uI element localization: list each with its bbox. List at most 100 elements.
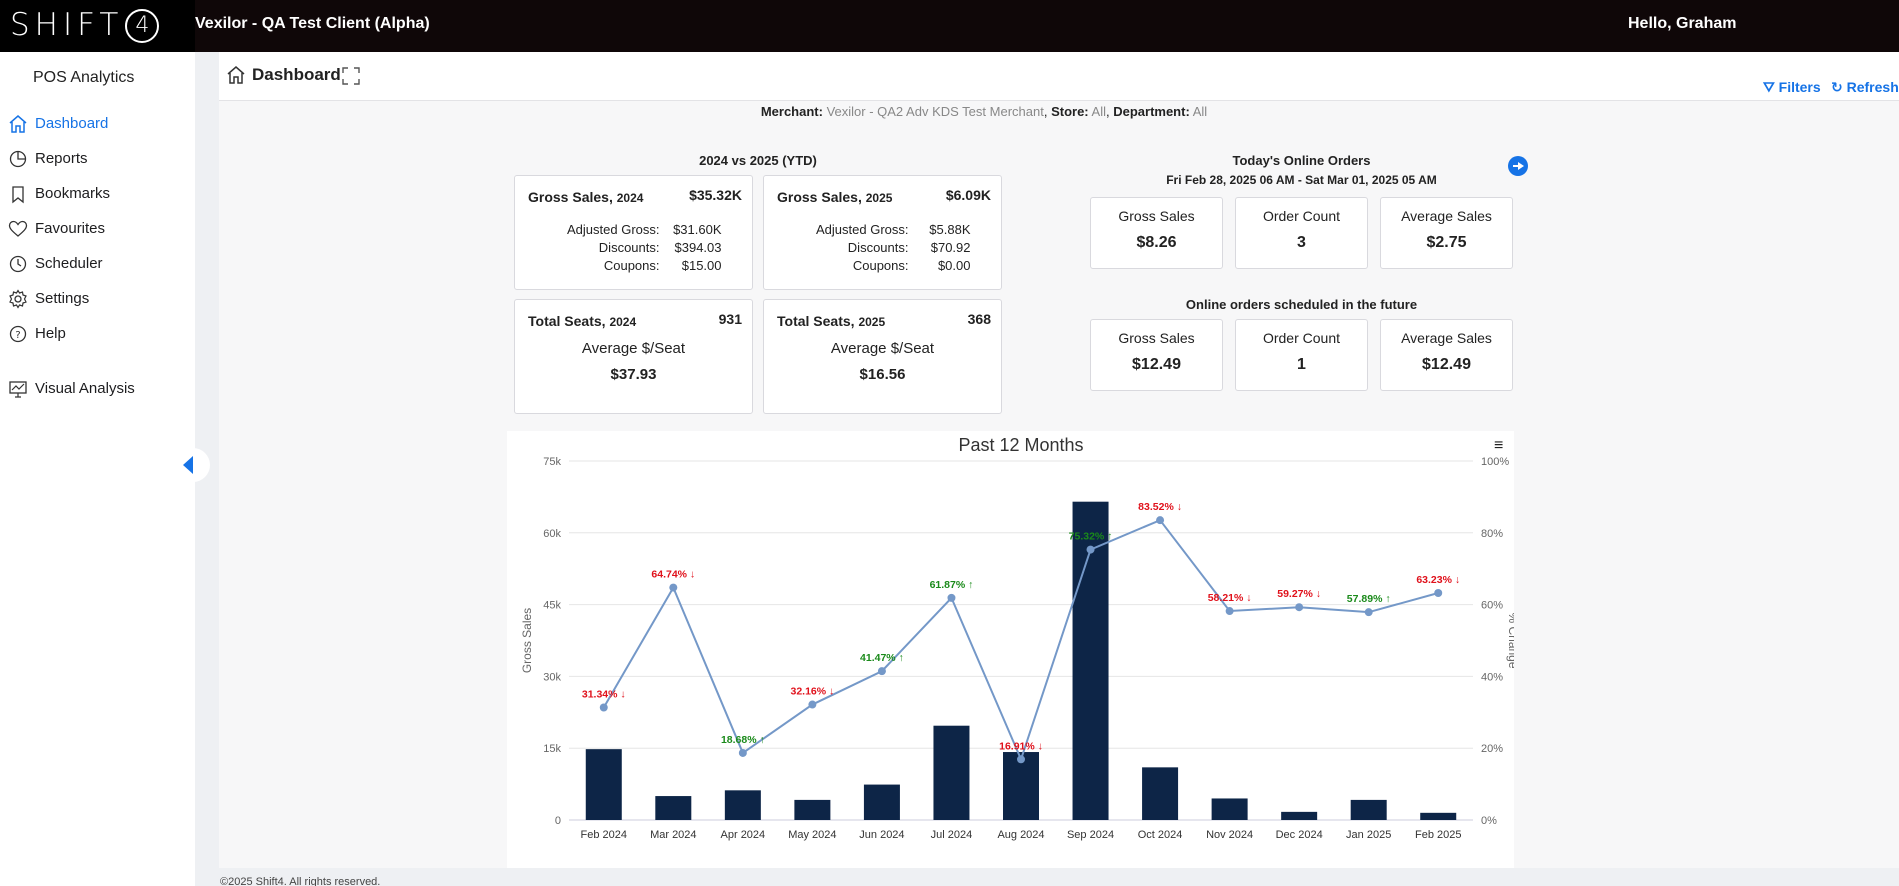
avg-seat-label: Average $/Seat	[830, 340, 935, 357]
line-point	[877, 667, 886, 676]
sidebar-item-visual-analysis[interactable]: Visual Analysis	[8, 371, 188, 406]
chart-title: Past 12 Months	[958, 435, 1083, 455]
x-tick-label: Feb 2024	[581, 829, 627, 841]
line-point	[1225, 607, 1234, 616]
data-label: 58.21% ↓	[1208, 592, 1252, 604]
shift4-logo[interactable]: SHIFT 4	[10, 7, 160, 43]
x-tick-label: Aug 2024	[997, 829, 1044, 841]
y2-tick-label: 40%	[1481, 671, 1503, 683]
total-seats-2025-card: Total Seats, 2025 368 Average $/Seat $16…	[763, 299, 1002, 414]
home-icon[interactable]	[226, 65, 246, 85]
card-label: Gross Sales	[1118, 330, 1195, 346]
sidebar-item-settings[interactable]: Settings	[8, 281, 188, 316]
bar	[863, 784, 900, 820]
refresh-button[interactable]: ↻ Refresh	[1831, 79, 1899, 96]
bar	[1281, 811, 1318, 820]
future-gross-sales-card: Gross Sales $12.49	[1090, 319, 1223, 391]
card-value: $12.49	[1422, 356, 1471, 373]
merchant-summary: Merchant: Vexilor - QA2 Adv KDS Test Mer…	[760, 104, 1208, 119]
monitor-chart-icon	[9, 380, 27, 398]
data-label: 32.16% ↓	[790, 686, 834, 698]
online-orders-range: Fri Feb 28, 2025 06 AM - Sat Mar 01, 202…	[1166, 173, 1437, 187]
bar	[933, 725, 970, 820]
avg-seat-label: Average $/Seat	[581, 340, 686, 357]
sidebar-collapse-button[interactable]	[176, 448, 210, 482]
card-label: Average Sales	[1401, 208, 1492, 224]
help-icon: ?	[9, 325, 27, 342]
svg-text:?: ?	[15, 330, 20, 341]
x-tick-label: Feb 2025	[1415, 829, 1461, 841]
x-tick-label: Mar 2024	[650, 829, 696, 841]
filters-button[interactable]: ⛛ Filters	[1763, 79, 1821, 96]
future-average-sales-card: Average Sales $12.49	[1380, 319, 1513, 391]
refresh-label: Refresh	[1846, 79, 1899, 95]
x-tick-label: Nov 2024	[1206, 829, 1253, 841]
hamburger-icon[interactable]: ≡	[1494, 437, 1504, 454]
sidebar-item-label: Bookmarks	[35, 185, 111, 202]
card-label: Gross Sales	[1118, 208, 1195, 224]
sidebar-item-reports[interactable]: Reports	[8, 141, 188, 176]
y2-tick-label: 60%	[1481, 600, 1503, 612]
y-axis-title: Gross Sales	[520, 608, 534, 673]
fullscreen-icon[interactable]	[342, 67, 360, 85]
online-orders-go-button[interactable]	[1508, 156, 1528, 176]
data-label: 63.23% ↓	[1416, 574, 1460, 586]
line-point	[808, 700, 817, 709]
card-label: Gross Sales, 2024	[528, 189, 644, 205]
logo-text: SHIFT	[10, 7, 124, 43]
pie-chart-icon	[9, 150, 27, 167]
sidebar-item-label: Favourites	[35, 220, 106, 237]
refresh-icon: ↻	[1831, 79, 1847, 95]
bar	[1420, 812, 1457, 820]
line-point	[1156, 516, 1165, 525]
data-label: 57.89% ↑	[1347, 593, 1391, 605]
online-orders-title: Today's Online Orders	[1232, 153, 1371, 168]
sidebar-item-scheduler[interactable]: Scheduler	[8, 246, 188, 281]
sidebar-item-label: Scheduler	[35, 255, 103, 272]
percent-change-line	[602, 518, 1439, 763]
x-tick-label: Sep 2024	[1067, 829, 1114, 841]
bookmark-icon	[12, 185, 24, 203]
top-bar: SHIFT 4 Vexilor - QA Test Client (Alpha) …	[0, 0, 1899, 52]
bar	[1142, 767, 1179, 820]
client-name[interactable]: Vexilor - QA Test Client (Alpha)	[195, 15, 430, 32]
x-tick-label: Apr 2024	[721, 829, 766, 841]
data-label: 59.27% ↓	[1277, 588, 1321, 600]
y2-tick-label: 80%	[1481, 528, 1503, 540]
store-value: All	[1091, 104, 1106, 119]
bar	[655, 796, 692, 820]
line-point	[669, 583, 678, 592]
department-value: All	[1192, 104, 1208, 119]
page-title: Dashboard	[252, 65, 341, 84]
ytd-title: 2024 vs 2025 (YTD)	[699, 153, 817, 168]
card-amount: 368	[967, 311, 991, 327]
sidebar-item-label: Reports	[35, 150, 88, 167]
page-header: Dashboard ⛛ Filters ↻ Refresh	[219, 52, 1899, 101]
sidebar-item-favourites[interactable]: Favourites	[8, 211, 188, 246]
x-tick-label: Dec 2024	[1276, 829, 1323, 841]
y-tick-label: 0	[555, 815, 561, 827]
merchant-value: Vexilor - QA2 Adv KDS Test Merchant	[826, 104, 1044, 119]
card-details: Adjusted Gross: $5.88K Discounts: $70.92 C…	[816, 222, 971, 273]
y-tick-label: 60k	[543, 528, 561, 540]
card-amount: $6.09K	[945, 187, 991, 203]
store-label: Store:	[1051, 104, 1089, 119]
data-label: 16.91% ↓	[999, 740, 1043, 752]
line-point	[1434, 589, 1443, 598]
footer-copyright: ©2025 Shift4. All rights reserved.	[220, 876, 381, 886]
sidebar-item-dashboard[interactable]: Dashboard	[8, 106, 188, 141]
bar	[585, 749, 622, 820]
card-amount: 931	[718, 311, 742, 327]
x-tick-label: May 2024	[788, 829, 836, 841]
line-point	[738, 748, 747, 757]
home-icon	[9, 114, 27, 133]
sidebar-item-bookmarks[interactable]: Bookmarks	[8, 176, 188, 211]
data-label: 18.68% ↑	[721, 734, 765, 746]
data-label: 64.74% ↓	[651, 569, 695, 581]
sidebar-item-help[interactable]: ? Help	[8, 316, 188, 351]
y2-tick-label: 20%	[1481, 743, 1503, 755]
avg-seat-value: $37.93	[610, 366, 657, 383]
user-greeting[interactable]: Hello, Graham	[1628, 15, 1737, 32]
future-orders-title: Online orders scheduled in the future	[1185, 297, 1418, 312]
online-average-sales-card: Average Sales $2.75	[1380, 197, 1513, 269]
